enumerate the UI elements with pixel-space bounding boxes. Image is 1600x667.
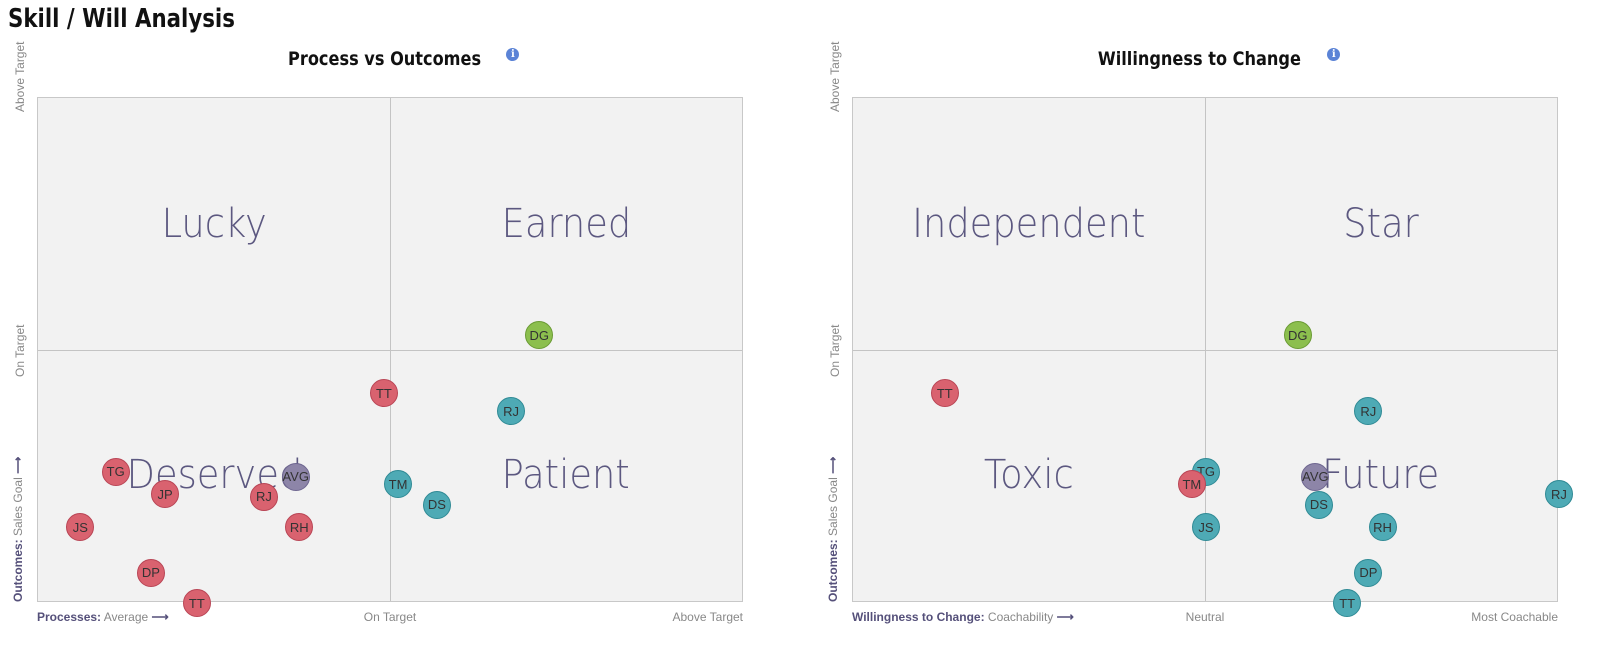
quadrant-label: Independent [853, 98, 1205, 350]
y-axis-title-bold: Outcomes: [826, 539, 840, 602]
chart-title: Process vs Outcomes [287, 48, 481, 70]
quadrant-independent: Independent [912, 200, 1146, 247]
arrow-right-icon: ⟶ [826, 456, 840, 474]
y-axis-title-text: Sales Goal [826, 477, 840, 536]
horizontal-divider [38, 349, 742, 351]
data-point-tt[interactable]: TT [930, 379, 959, 408]
x-axis-title-text: Coachability [987, 610, 1054, 624]
quadrant-label: Lucky [38, 98, 390, 350]
data-point-tg[interactable]: TG [101, 457, 130, 486]
data-point-rh[interactable]: RH [1368, 513, 1397, 542]
quadrant-label: Future [1205, 350, 1557, 602]
y-axis-title: Outcomes: Sales Goal ⟶ [826, 457, 840, 602]
data-point-dg[interactable]: DG [525, 321, 554, 350]
x-tick-on-target: On Target [363, 610, 417, 624]
data-point-ds[interactable]: DS [422, 490, 451, 519]
data-point-tt[interactable]: TT [182, 589, 211, 617]
data-point-rj[interactable]: RJ [497, 397, 526, 426]
data-point-tm[interactable]: TM [384, 470, 413, 499]
horizontal-divider [853, 349, 1557, 351]
y-tick-above-target: Above Target [828, 41, 842, 113]
x-tick-above-target: Above Target [672, 610, 744, 624]
arrow-right-icon: ⟶ [151, 610, 169, 624]
x-tick-most-coachable: Most Coachable [1471, 610, 1558, 624]
quadrant-toxic: Toxic [984, 452, 1074, 499]
data-point-tt[interactable]: TT [369, 379, 398, 408]
y-tick-on-target: On Target [13, 324, 27, 377]
chart-title-wrap: Process vs Outcomes i [0, 48, 790, 70]
x-axis-title-bold: Processes: [37, 610, 102, 624]
x-tick-neutral: Neutral [1185, 610, 1225, 624]
data-point-dp[interactable]: DP [136, 558, 165, 587]
data-point-rh[interactable]: RH [285, 513, 314, 542]
chart-title: Willingness to Change [1097, 48, 1301, 70]
chart-panel-willingness-to-change: Willingness to Change i Above Target On … [815, 40, 1600, 667]
data-point-avg[interactable]: AVG [1301, 462, 1330, 491]
chart-title-wrap: Willingness to Change i [815, 48, 1600, 70]
info-icon[interactable]: i [506, 48, 520, 61]
info-icon[interactable]: i [1327, 48, 1341, 61]
data-point-rj[interactable]: RJ [1354, 397, 1383, 426]
data-point-dp[interactable]: DP [1354, 558, 1383, 587]
plot-area: Independent Star Toxic Future DG TT RJ TG AV… [852, 97, 1573, 617]
data-point-dg[interactable]: DG [1283, 321, 1312, 350]
data-point-avg[interactable]: AVG [281, 462, 310, 491]
x-axis-title-bold: Willingness to Change: [852, 610, 985, 624]
data-point-js[interactable]: JS [66, 513, 95, 542]
x-axis-title-text: Average [103, 610, 149, 624]
data-point-js[interactable]: JS [1192, 513, 1220, 542]
arrow-right-icon: ⟶ [11, 456, 25, 474]
quadrant-label: Toxic [853, 350, 1205, 602]
y-axis-title-text: Sales Goal [11, 477, 25, 536]
data-point-rj[interactable]: RJ [249, 482, 278, 511]
data-point-jp[interactable]: JP [151, 480, 180, 509]
y-tick-above-target: Above Target [13, 41, 27, 113]
data-point-tm[interactable]: TM [1177, 470, 1206, 499]
x-axis-title: Processes: Average ⟶ [37, 610, 169, 624]
quadrant-label: Star [1205, 98, 1557, 350]
quadrant-lucky: Lucky [161, 200, 267, 247]
quadrant-patient: Patient [501, 452, 631, 499]
page-title: Skill / Will Analysis [8, 4, 235, 34]
y-axis-title-bold: Outcomes: [11, 539, 25, 602]
y-axis-title: Outcomes: Sales Goal ⟶ [11, 457, 25, 602]
data-point-ds[interactable]: DS [1304, 490, 1333, 519]
quadrant-label: Patient [390, 350, 742, 602]
plot-area: Lucky Earned Deserved Patient DG TT RJ TG AV… [37, 97, 743, 617]
quadrant-future: Future [1322, 452, 1440, 499]
y-tick-on-target: On Target [828, 324, 842, 377]
quadrant-earned: Earned [501, 200, 631, 247]
data-point-tt[interactable]: TT [1333, 589, 1362, 617]
chart-panel-process-vs-outcomes: Process vs Outcomes i Above Target On Ta… [0, 40, 790, 667]
quadrant-star: Star [1343, 200, 1419, 247]
quadrant-label: Earned [390, 98, 742, 350]
data-point-rj[interactable]: RJ [1545, 480, 1573, 509]
arrow-right-icon: ⟶ [1056, 610, 1074, 624]
x-axis-title: Willingness to Change: Coachability ⟶ [852, 610, 1074, 624]
quadrant-label: Deserved [38, 350, 390, 602]
